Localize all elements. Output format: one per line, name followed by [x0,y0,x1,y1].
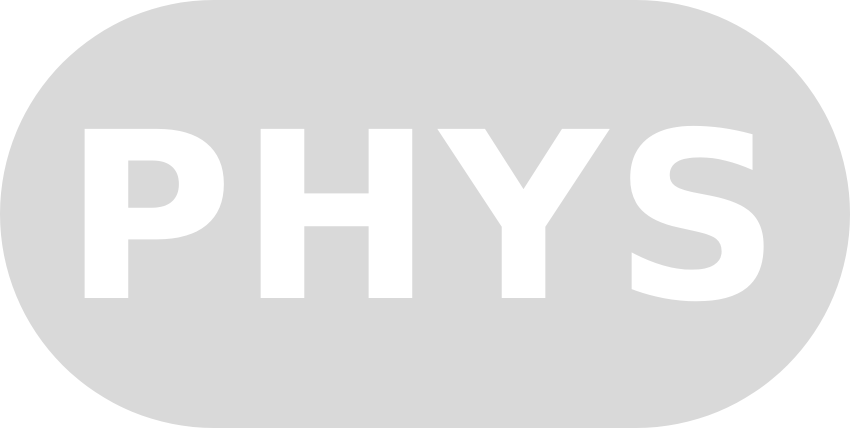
badge-label: PHYS [63,83,787,353]
